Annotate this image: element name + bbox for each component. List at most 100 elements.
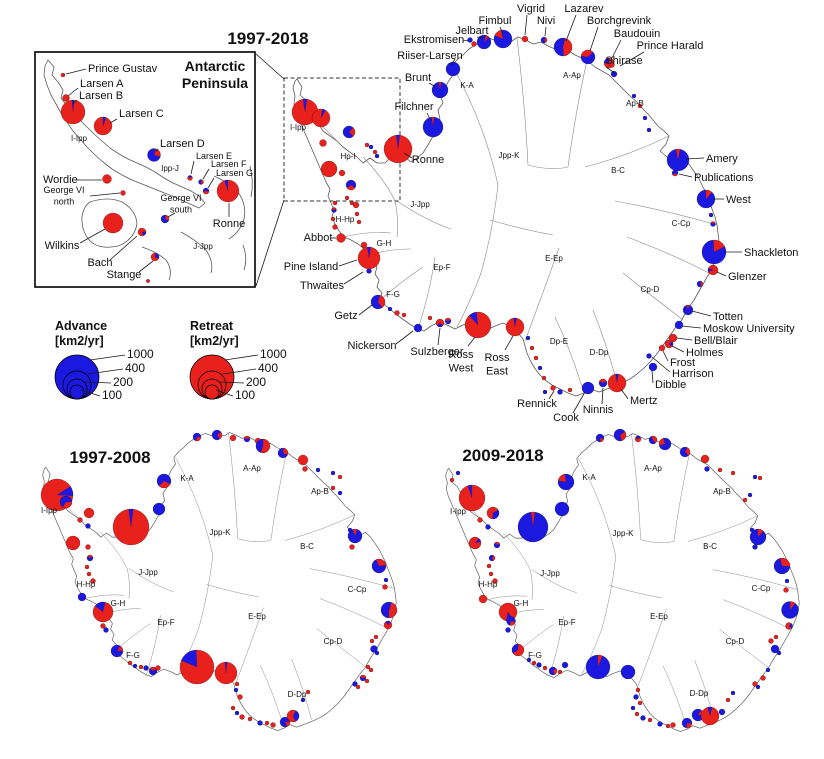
pie-marker (77, 517, 83, 523)
marker-thwaites (506, 616, 516, 626)
pie-marker (355, 684, 361, 690)
pie-marker (444, 317, 452, 325)
leader-line (450, 58, 456, 66)
basin-label: Ep-F (558, 618, 575, 627)
marker-getz (110, 644, 124, 658)
pie-marker (773, 634, 779, 640)
pie-marker (752, 681, 758, 687)
pie-marker (86, 554, 94, 562)
map-label: Holmes (686, 347, 724, 359)
map-label: Riiser-Larsen (397, 50, 462, 62)
map-label: Lazarev (564, 3, 604, 15)
legend-size-label: 400 (258, 361, 278, 375)
leader-line (572, 391, 586, 414)
legend-size-label: 1000 (127, 347, 154, 361)
leader-line (403, 152, 413, 159)
map-label: Getz (334, 310, 357, 322)
map-label: Shirase (605, 55, 642, 67)
basin-label: H-Hp (479, 580, 498, 589)
basin-label: Jpp-K (613, 529, 635, 538)
pie-marker (635, 687, 641, 693)
legend-leader (224, 354, 259, 361)
marker-lazarev (553, 37, 573, 57)
basin-label: Cp-D (324, 637, 343, 646)
marker-west (371, 558, 387, 574)
pie-marker (557, 669, 563, 675)
legend-size-label: 1000 (260, 347, 287, 361)
pie-marker (531, 660, 537, 666)
pie-marker (749, 527, 755, 533)
pie-marker (383, 577, 389, 583)
pie-marker (337, 490, 343, 496)
marker-ronne (112, 508, 150, 546)
pie-marker (765, 667, 771, 673)
pie-marker (595, 433, 605, 443)
marker-ekstromisen (471, 41, 477, 47)
pie-marker (234, 681, 240, 687)
pie-marker (100, 623, 106, 629)
pie-marker (192, 432, 202, 442)
leader-line (190, 160, 195, 175)
pie-marker (613, 428, 627, 442)
inset-connector-top (255, 53, 285, 80)
marker-filchner (152, 502, 166, 516)
pie-marker (387, 306, 393, 312)
marker-dibble (648, 362, 658, 372)
basin-label: D-Dp (690, 689, 709, 698)
map-label: Ross East (484, 352, 510, 378)
pie-marker (525, 335, 531, 341)
leader-line (589, 26, 599, 52)
pie-marker (234, 710, 240, 716)
map-label: Larsen G (216, 168, 253, 178)
marker-west (773, 557, 791, 575)
map-label: Bell/Blair (694, 335, 738, 347)
pie-marker (670, 722, 676, 728)
marker-pine-island (357, 246, 381, 270)
inset-connector-bottom (255, 199, 285, 287)
marker-getz (511, 643, 525, 657)
main-map-title: 1997-2018 (227, 29, 308, 48)
basin-label: C-Cp (752, 584, 771, 593)
pie-marker (681, 717, 693, 729)
leader-line (358, 304, 373, 316)
map-label: Shackleton (744, 247, 798, 259)
continent-outline-p2 (445, 433, 800, 732)
basin-label: Ap-B (626, 99, 644, 108)
basin-label: Jpp-K (499, 151, 521, 160)
map-label: Frost (670, 357, 695, 369)
pie-marker (337, 474, 343, 480)
leader-line (476, 36, 484, 39)
pie-marker (352, 681, 358, 687)
pie-marker (103, 627, 109, 633)
marker-cook (581, 381, 595, 395)
map-label: Prince Gustav (88, 63, 158, 75)
pie-marker (277, 447, 289, 459)
basin-label: K-A (582, 473, 596, 482)
basin-label: H-Hp (336, 215, 355, 224)
pie-marker (138, 664, 144, 670)
pie-marker (700, 454, 710, 464)
basin-label: I-Ipp (41, 506, 58, 515)
map-label: Harrison (672, 368, 714, 380)
marker-larsen-b (291, 98, 319, 126)
map-label: West (726, 194, 751, 206)
legend-leader (80, 389, 101, 397)
map-label: Abbot (304, 232, 333, 244)
marker-amery (666, 148, 690, 172)
pie-marker (542, 665, 548, 671)
pie-marker (59, 495, 73, 509)
marker-vigrid (521, 35, 529, 43)
legend-size-label: 400 (125, 361, 145, 375)
marker-lazarev (255, 438, 271, 454)
pie-marker (332, 224, 338, 230)
legend-leader (219, 381, 245, 384)
map-label: Glenzer (728, 271, 767, 283)
leader-line (681, 325, 702, 329)
marker-ninnis (598, 378, 608, 388)
marker-prince-harald (609, 62, 615, 68)
p1-map-content: K-A A-Ap Ap-B Jpp-K B-C C-Cp J-Jpp I-Ipp H-Hp G-H… (40, 429, 398, 728)
pie-marker (330, 470, 336, 476)
pie-marker (145, 278, 151, 284)
